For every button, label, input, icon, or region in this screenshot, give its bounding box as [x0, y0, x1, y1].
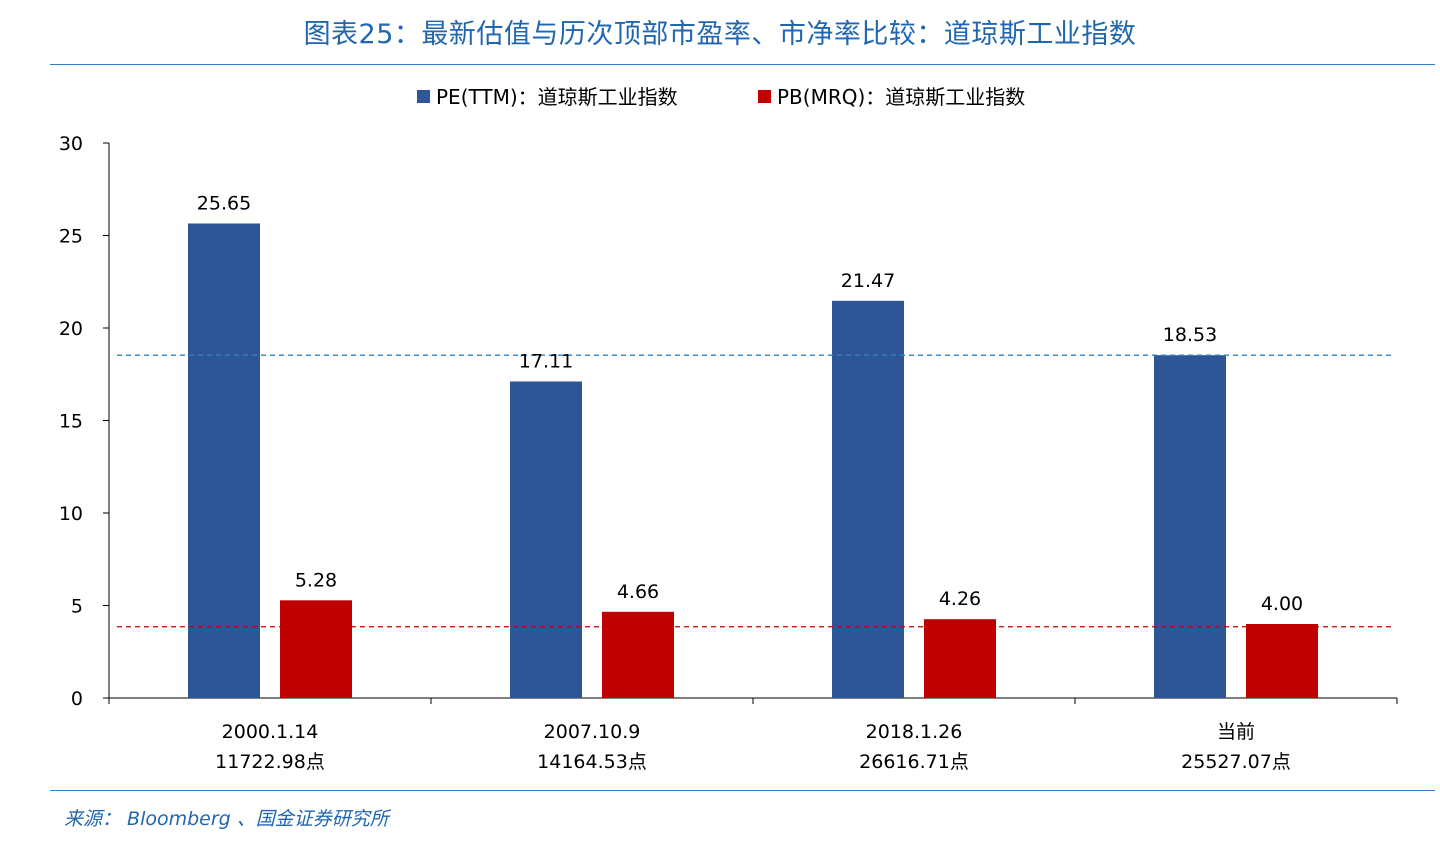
pe-value-label: 21.47: [841, 270, 895, 292]
pe-value-label: 25.65: [197, 192, 251, 214]
pb-value-label: 4.26: [939, 588, 981, 610]
y-tick-label: 5: [71, 596, 83, 618]
pe-bar: [188, 223, 260, 698]
pe-bar: [510, 381, 582, 698]
pb-value-label: 5.28: [295, 569, 337, 591]
y-tick-label: 0: [71, 688, 83, 710]
legend-label-pb: PB(MRQ)：道琼斯工业指数: [777, 85, 1025, 109]
title-divider: [50, 64, 1435, 65]
pb-bar: [602, 611, 674, 698]
source-divider: [50, 790, 1435, 791]
y-tick-label: 20: [59, 318, 83, 340]
legend: PE(TTM)：道琼斯工业指数 PB(MRQ)：道琼斯工业指数: [417, 85, 1025, 109]
pe-bar: [1154, 355, 1226, 698]
pe-value-label: 18.53: [1163, 324, 1217, 346]
x-category-date: 2007.10.9: [544, 721, 641, 743]
x-category-index-level: 26616.71点: [859, 751, 969, 773]
y-tick-label: 25: [59, 226, 83, 248]
bars: [188, 223, 1318, 698]
x-category-date: 2000.1.14: [222, 721, 319, 743]
pb-value-label: 4.66: [617, 581, 659, 603]
y-tick-label: 15: [59, 411, 83, 433]
data-labels: 25.65 17.11 21.47 18.53 5.28 4.66 4.26 4.00: [197, 192, 1303, 615]
pe-value-label: 17.11: [519, 350, 573, 372]
pb-bar: [924, 619, 996, 698]
x-category-index-level: 25527.07点: [1181, 751, 1291, 773]
pb-bar: [280, 600, 352, 698]
x-category-date: 当前: [1217, 721, 1255, 743]
pe-bar: [832, 300, 904, 698]
x-category-index-level: 14164.53点: [537, 751, 647, 773]
chart-title: 图表25：最新估值与历次顶部市盈率、市净率比较：道琼斯工业指数: [303, 19, 1137, 50]
legend-swatch-pb: [758, 90, 771, 103]
legend-label-pe: PE(TTM)：道琼斯工业指数: [436, 85, 678, 109]
x-category-date: 2018.1.26: [866, 721, 963, 743]
pb-bar: [1246, 624, 1318, 698]
y-tick-label: 30: [59, 133, 83, 155]
pb-value-label: 4.00: [1261, 593, 1303, 615]
x-category-index-level: 11722.98点: [215, 751, 325, 773]
legend-swatch-pe: [417, 90, 430, 103]
source-note: 来源： Bloomberg 、国金证券研究所: [64, 808, 389, 830]
y-tick-label: 10: [59, 503, 83, 525]
